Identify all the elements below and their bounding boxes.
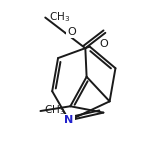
Text: O: O [99, 39, 108, 49]
Text: O: O [67, 27, 76, 37]
Text: N: N [64, 115, 74, 125]
Text: CH$_3$: CH$_3$ [44, 103, 66, 117]
Text: CH$_3$: CH$_3$ [49, 10, 71, 24]
